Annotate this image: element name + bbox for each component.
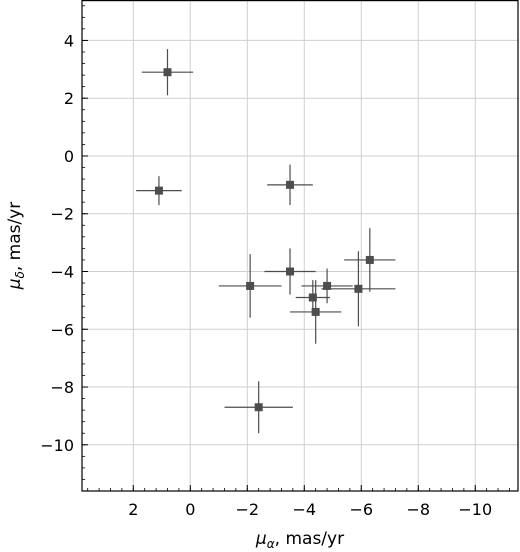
data-point bbox=[323, 281, 332, 290]
grid-layer bbox=[82, 0, 518, 491]
x-tick-label: 0 bbox=[185, 500, 195, 519]
y-tick-label: −2 bbox=[50, 205, 74, 224]
x-axis-label: μα, mas/yr bbox=[255, 529, 344, 551]
major-ticks bbox=[82, 39, 476, 491]
data-point bbox=[311, 307, 320, 316]
x-tick-label: −6 bbox=[349, 500, 373, 519]
data-point bbox=[365, 255, 374, 264]
minor-ticks bbox=[82, 5, 510, 492]
y-tick-label: −10 bbox=[40, 436, 74, 455]
x-tick-labels: 2 0 −2 −4 −6 −8 −10 bbox=[128, 500, 492, 519]
data-point bbox=[246, 281, 255, 290]
x-axis-units: , mas/yr bbox=[275, 529, 344, 549]
x-tick-label: −8 bbox=[406, 500, 430, 519]
data-point bbox=[354, 284, 363, 293]
x-tick-label: 2 bbox=[128, 500, 138, 519]
x-axis-subscript: α bbox=[267, 537, 275, 551]
data-points bbox=[136, 49, 396, 434]
x-tick-label: −2 bbox=[235, 500, 259, 519]
y-tick-label: −8 bbox=[50, 378, 74, 397]
data-point bbox=[254, 403, 263, 412]
x-axis-symbol: μ bbox=[255, 529, 267, 549]
y-tick-label: 0 bbox=[64, 147, 74, 166]
x-tick-label: −4 bbox=[292, 500, 316, 519]
y-axis-label: μδ, mas/yr bbox=[5, 202, 27, 291]
data-point bbox=[163, 68, 172, 77]
data-point bbox=[286, 267, 295, 276]
y-tick-label: 4 bbox=[64, 31, 74, 50]
y-axis-units: , mas/yr bbox=[5, 202, 25, 271]
y-axis-subscript: δ bbox=[13, 271, 27, 278]
data-point bbox=[154, 186, 163, 195]
y-tick-labels: 4 2 0 −2 −4 −6 −8 −10 bbox=[40, 31, 74, 454]
data-point bbox=[286, 180, 295, 189]
y-tick-label: 2 bbox=[64, 89, 74, 108]
plot-frame bbox=[81, 0, 519, 492]
y-axis-symbol: μ bbox=[5, 278, 25, 290]
data-point bbox=[308, 293, 317, 302]
y-tick-label: −4 bbox=[50, 262, 74, 281]
y-tick-label: −6 bbox=[50, 320, 74, 339]
x-tick-label: −10 bbox=[458, 500, 492, 519]
